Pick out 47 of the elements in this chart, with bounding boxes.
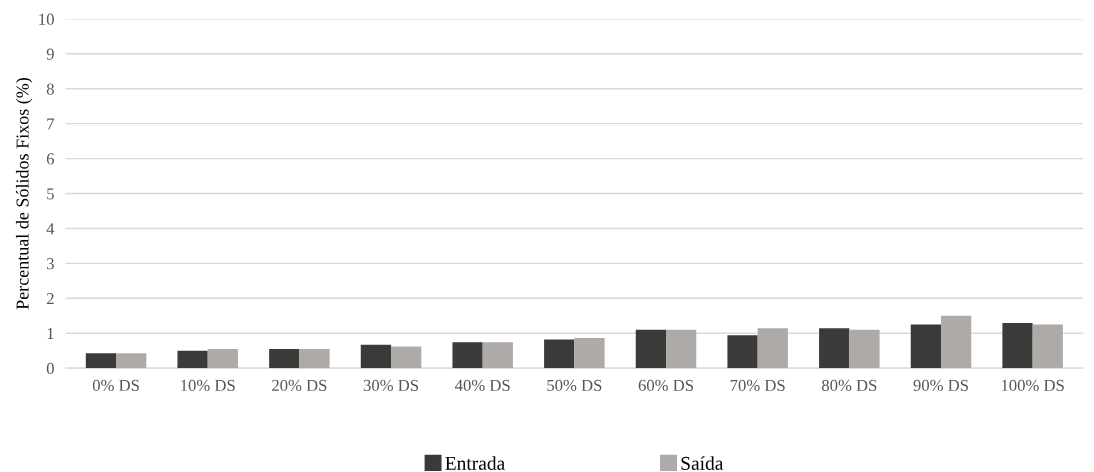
y-tick-label: 10 [39, 13, 54, 25]
bar [635, 329, 667, 369]
y-tick-label: 0 [46, 362, 54, 375]
bar [452, 342, 483, 369]
x-tick-label: 40% DS [455, 379, 510, 392]
y-tick-label: 3 [46, 258, 54, 270]
legend-label: Entrada [445, 456, 505, 470]
x-tick-label: 10% DS [181, 379, 235, 392]
bar [85, 353, 117, 369]
bar [849, 329, 880, 369]
x-tick-label: 30% DS [363, 379, 419, 392]
x-tick-label: 100% DS [1001, 379, 1064, 392]
y-tick-label: 5 [47, 188, 54, 200]
bar [391, 346, 422, 369]
y-tick-label: 2 [46, 293, 54, 305]
bar [544, 339, 575, 369]
bar [207, 348, 238, 369]
y-tick-label: 9 [46, 48, 54, 60]
bar [116, 353, 147, 369]
y-tick-label: 1 [47, 328, 54, 340]
y-tick-label: 7 [47, 118, 55, 130]
x-tick-label: 80% DS [821, 379, 877, 392]
bar [269, 348, 300, 369]
bar [574, 338, 605, 369]
bar [1032, 324, 1063, 369]
bar [757, 328, 788, 369]
x-tick-label: 90% DS [913, 379, 968, 392]
bar [819, 328, 850, 369]
bar [360, 344, 392, 369]
bar [910, 324, 941, 369]
bar [482, 342, 513, 369]
bar [1002, 323, 1033, 369]
y-tick-label: 6 [46, 153, 55, 165]
x-tick-label: 60% DS [638, 379, 693, 392]
bar [177, 350, 208, 369]
legend-label: Saída [681, 456, 724, 470]
y-tick-label: 4 [46, 223, 55, 235]
x-tick-label: 0% DS [92, 379, 139, 392]
bar [299, 348, 330, 369]
y-axis-title: Percentual de Sólidos Fixos (%) [15, 77, 33, 310]
y-tick-label: 8 [46, 83, 54, 95]
x-tick-label: 70% DS [730, 379, 785, 392]
x-tick-label: 20% DS [272, 379, 327, 392]
bar [727, 335, 758, 369]
x-tick-label: 50% DS [547, 379, 602, 392]
bar [940, 315, 972, 369]
bar [666, 329, 697, 369]
